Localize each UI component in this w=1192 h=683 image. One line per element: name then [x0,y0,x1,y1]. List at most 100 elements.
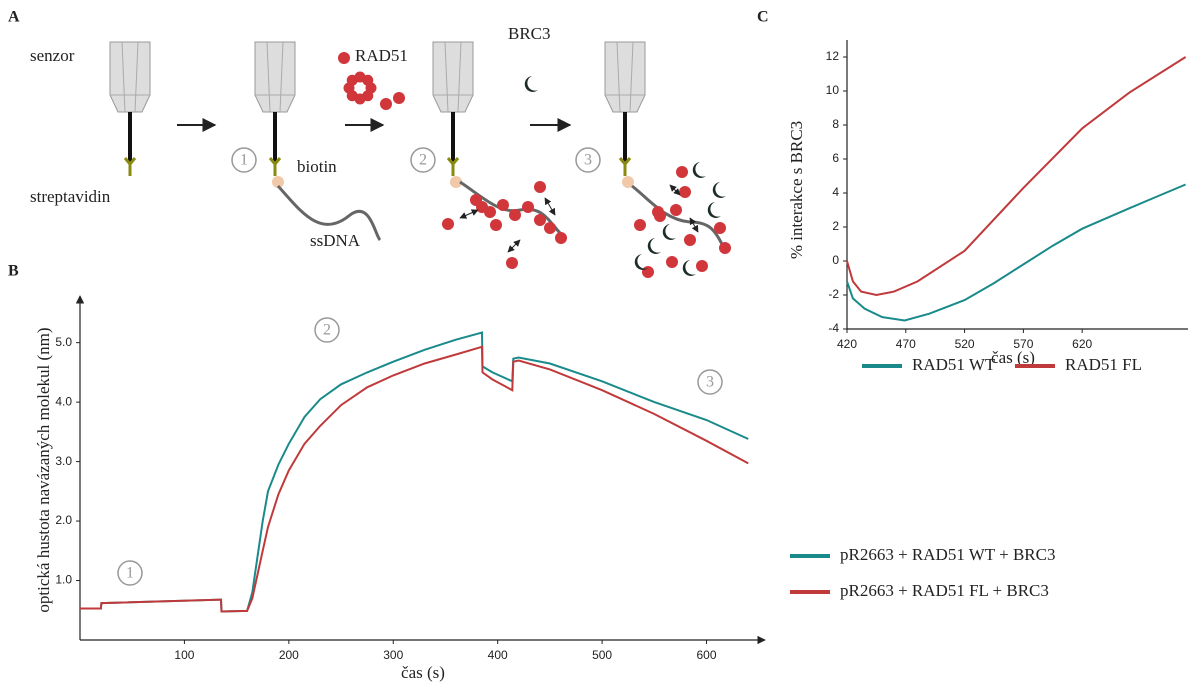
streptavidin [618,157,632,176]
y-tick-label: 6 [832,151,839,165]
data-line [846,56,1187,297]
ssdna [631,184,727,251]
x-tick-label: 620 [1072,337,1092,351]
rad51 [684,234,696,246]
x-axis-title: čas (s) [991,348,1035,367]
label: senzor [30,46,75,65]
rad51 [555,232,567,244]
step-circle [410,147,436,173]
sensor [254,41,296,113]
biotin [622,176,634,188]
panel-label: B [8,263,19,280]
label: BRC3 [508,24,551,43]
sensor [604,41,646,113]
x-tick-label: 600 [697,648,717,662]
x-tick-label: 400 [488,648,508,662]
step-number: 2 [419,152,427,169]
legend-label: pR2663 + RAD51 WT + BRC3 [840,545,1056,564]
panel-label: A [8,9,20,26]
step-circle [575,147,601,173]
y-tick-label: -2 [828,287,839,301]
rad51 [380,98,392,110]
label: RAD51 [355,46,408,65]
label: ssDNA [310,231,361,250]
step-number: 1 [126,565,134,582]
step-number: 3 [706,374,714,391]
y-tick-label: 5.0 [55,335,72,349]
brc3 [634,254,648,270]
brc3 [712,182,726,198]
brc3 [707,202,721,218]
sensor [109,41,151,113]
rad51 [670,204,682,216]
step-number: 1 [240,152,248,169]
rad51 [506,257,518,269]
motion-arrow [507,239,521,253]
y-tick-label: -4 [828,321,839,335]
x-tick-label: 420 [837,337,857,351]
rad51 [642,266,654,278]
brc3 [682,260,696,276]
biotin [272,176,284,188]
step-circle [231,147,257,173]
sensor-facets [110,41,150,113]
x-tick-label: 570 [1013,337,1033,351]
label: streptavidin [30,187,111,206]
rad51 [476,201,488,213]
rad51 [534,181,546,193]
label: biotin [297,157,337,176]
brc3 [692,162,706,178]
rad51 [719,242,731,254]
rad51 [696,260,708,272]
rad51 [362,74,374,86]
brc3 [524,76,538,92]
ssdna [276,184,382,242]
step-number: 2 [323,322,331,339]
y-tick-label: 3.0 [55,454,72,468]
y-tick-label: 12 [826,49,840,63]
legend-label: pR2663 + RAD51 FL + BRC3 [840,581,1049,600]
sensor-facets [605,41,645,113]
rad51 [509,209,521,221]
y-tick-label: 2 [832,219,839,233]
x-tick-label: 500 [592,648,612,662]
data-line [846,183,1186,322]
y-tick-label: 8 [832,117,839,131]
y-tick-label: 4 [832,185,839,199]
streptavidin [123,157,137,176]
motion-arrow [459,209,479,219]
y-tick-label: 0 [832,253,839,267]
motion-arrow [689,217,699,233]
brc3 [662,224,676,240]
data-line [80,345,749,613]
rad51 [490,219,502,231]
motion-arrow [669,184,681,196]
step-circle [117,560,143,586]
rad51 [393,92,405,104]
rad51 [666,256,678,268]
rad51 [338,52,350,64]
rad51 [714,222,726,234]
rad51 [534,214,546,226]
sensor-facets [255,41,295,113]
sensor [432,41,474,113]
panel-label: C [757,9,769,26]
x-tick-label: 520 [955,337,975,351]
rad51 [544,222,556,234]
data-line [80,331,749,613]
diagram [109,41,731,278]
y-tick-label: 10 [826,83,840,97]
legend-label: RAD51 WT [912,355,996,374]
x-tick-label: 100 [174,648,194,662]
x-tick-label: 300 [383,648,403,662]
biotin [450,176,462,188]
y-axis-title: % interakce s BRC3 [787,121,806,259]
x-axis-title: čas (s) [401,663,445,682]
brc3 [647,238,661,254]
y-tick-label: 1.0 [55,573,72,587]
rad51 [522,201,534,213]
legend-label: RAD51 FL [1065,355,1142,374]
rad51 [676,166,688,178]
step-circle [314,317,340,343]
